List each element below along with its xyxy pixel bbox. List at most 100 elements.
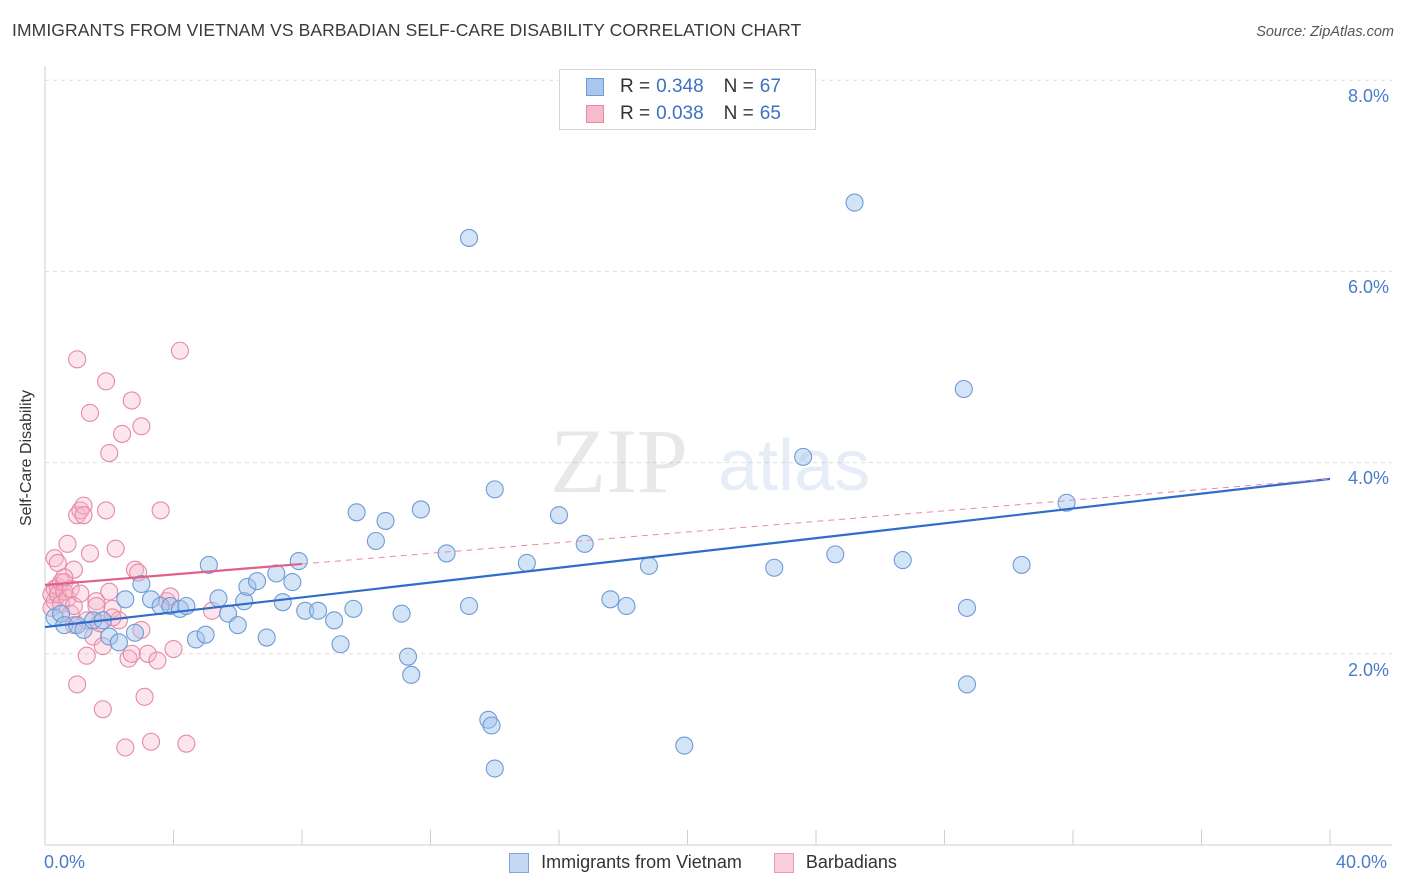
legend-r-value: 0.038 — [656, 103, 704, 124]
trend-line-barbadians — [44, 562, 303, 587]
legend-r-value: 0.348 — [656, 76, 704, 97]
vietnam-point — [132, 574, 151, 594]
x-tick-label-max: 40.0% — [1336, 852, 1388, 872]
legend-n-value: 67 — [759, 76, 781, 97]
legend-swatch-vietnam — [509, 852, 530, 873]
barbadians-point — [100, 582, 119, 601]
barbadians-point — [151, 501, 170, 520]
barbadians-point — [61, 579, 80, 598]
vietnam-point — [1057, 493, 1076, 512]
barbadians-point — [93, 700, 112, 719]
vietnam-point — [228, 616, 247, 635]
vietnam-point — [639, 556, 659, 575]
barbadians-point — [122, 391, 141, 410]
vietnam-point — [238, 577, 257, 596]
barbadians-point — [58, 534, 77, 553]
vietnam-point — [485, 480, 504, 499]
vietnam-point — [549, 506, 569, 525]
barbadians-point — [116, 738, 135, 757]
watermark: ZIP atlas — [550, 410, 870, 512]
series-legend: Immigrants from Vietnam Barbadians — [0, 852, 1406, 873]
vietnam-point — [309, 601, 328, 620]
barbadians-point — [96, 372, 116, 391]
legend-n-key: N = — [723, 76, 754, 97]
vietnam-point — [186, 630, 206, 649]
vietnam-point — [398, 647, 418, 666]
x-tick-label-min: 0.0% — [44, 852, 86, 872]
barbadians-point — [68, 350, 87, 369]
vietnam-point — [325, 611, 344, 630]
vietnam-point — [52, 604, 71, 623]
vietnam-point — [247, 572, 267, 591]
chart-title: IMMIGRANTS FROM VIETNAM VS BARBADIAN SEL… — [12, 20, 802, 40]
legend-swatch-barbadians — [586, 105, 604, 123]
vietnam-point — [1012, 555, 1031, 574]
barbadians-point — [71, 584, 90, 603]
vietnam-point — [196, 625, 215, 644]
vietnam-point — [485, 759, 504, 778]
trend-line-barbadians-extended — [301, 478, 1331, 565]
vietnam-point — [957, 598, 977, 617]
series-barbadians — [42, 341, 222, 757]
legend-item-barbadians[interactable]: Barbadians — [773, 852, 897, 873]
vietnam-point — [459, 228, 479, 247]
y-axis-label: Self-Care Disability — [18, 389, 35, 527]
vietnam-point — [482, 716, 501, 735]
barbadians-point — [113, 424, 132, 443]
vietnam-point — [517, 553, 536, 573]
vietnam-point — [199, 555, 218, 574]
watermark-zip: ZIP — [550, 410, 688, 512]
barbadians-point — [164, 639, 183, 659]
barbadians-point — [68, 506, 87, 525]
y-tick-label-4: 4.0% — [1348, 468, 1390, 488]
vietnam-point — [957, 675, 977, 694]
barbadians-point — [74, 506, 93, 525]
vietnam-point — [575, 534, 594, 553]
barbadians-point — [141, 732, 161, 751]
legend-r-key: R = — [620, 103, 651, 124]
source-label: Source: ZipAtlas.com — [1256, 24, 1394, 40]
vietnam-point — [273, 593, 292, 612]
legend-row-barbadians: R = 0.038 N = 65 — [586, 102, 781, 126]
vietnam-point — [845, 193, 864, 212]
barbadians-point — [119, 649, 138, 668]
vietnam-point — [765, 558, 784, 577]
barbadians-point — [68, 675, 87, 694]
vietnam-point — [141, 590, 161, 609]
vietnam-point — [100, 627, 119, 646]
trend-lines — [44, 477, 1331, 629]
barbadians-point — [148, 651, 167, 670]
series-immigrants-from-vietnam — [45, 193, 1076, 778]
vietnam-point — [893, 551, 912, 570]
vietnam-point — [116, 590, 135, 609]
barbadians-point — [45, 549, 64, 568]
barbadians-point — [48, 553, 67, 573]
vietnam-point — [296, 601, 315, 620]
barbadians-point — [135, 687, 154, 706]
vietnam-point — [826, 545, 845, 564]
vietnam-point — [109, 633, 128, 652]
vietnam-point — [257, 628, 276, 647]
barbadians-point — [177, 734, 196, 753]
vietnam-point — [459, 596, 479, 616]
vietnam-point — [402, 665, 421, 684]
legend-n-value: 65 — [759, 103, 781, 124]
vietnam-point — [366, 531, 385, 551]
barbadians-point — [71, 501, 90, 520]
legend-swatch-vietnam — [586, 78, 604, 96]
legend-item-vietnam[interactable]: Immigrants from Vietnam — [509, 852, 742, 873]
vietnam-point — [347, 503, 366, 522]
barbadians-point — [122, 644, 141, 663]
legend-swatch-barbadians — [773, 852, 794, 873]
barbadians-point — [80, 403, 100, 422]
legend-label-barbadians: Barbadians — [805, 852, 897, 872]
barbadians-point — [170, 341, 189, 360]
grid-lines — [45, 79, 1392, 655]
vietnam-point — [479, 710, 498, 729]
vietnam-point — [601, 590, 620, 609]
vietnam-point — [209, 589, 228, 608]
vietnam-point — [954, 379, 973, 399]
trend-line-vietnam — [44, 477, 1331, 629]
watermark-atlas: atlas — [718, 426, 870, 506]
